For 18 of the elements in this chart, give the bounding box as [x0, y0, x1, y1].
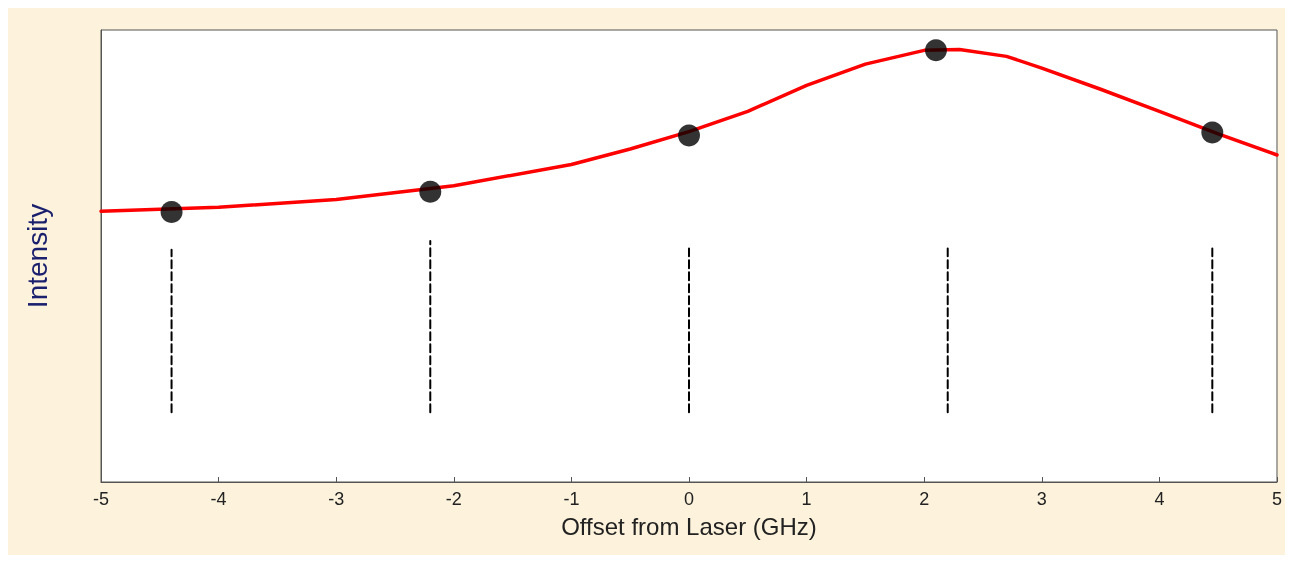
x-tick-label: 5 — [1271, 489, 1282, 509]
x-tick-label: -4 — [210, 489, 227, 509]
point — [678, 124, 700, 147]
x-tick-label: 4 — [1154, 489, 1165, 509]
x-axis-title: Offset from Laser (GHz) — [561, 512, 817, 540]
x-tick-label: -3 — [328, 489, 345, 509]
point — [1201, 121, 1224, 144]
x-tick-label: -5 — [92, 489, 110, 509]
x-tick-label: 0 — [683, 489, 695, 509]
point — [924, 39, 947, 62]
x-tick-label: -1 — [563, 489, 580, 509]
x-tick-label: 3 — [1036, 489, 1047, 509]
point — [419, 180, 442, 203]
y-axis-title: Intensity — [21, 203, 53, 309]
x-tick-label: 1 — [801, 489, 812, 509]
x-tick-label: 2 — [919, 489, 930, 509]
point — [160, 201, 183, 224]
x-tick-label: -2 — [445, 489, 462, 509]
